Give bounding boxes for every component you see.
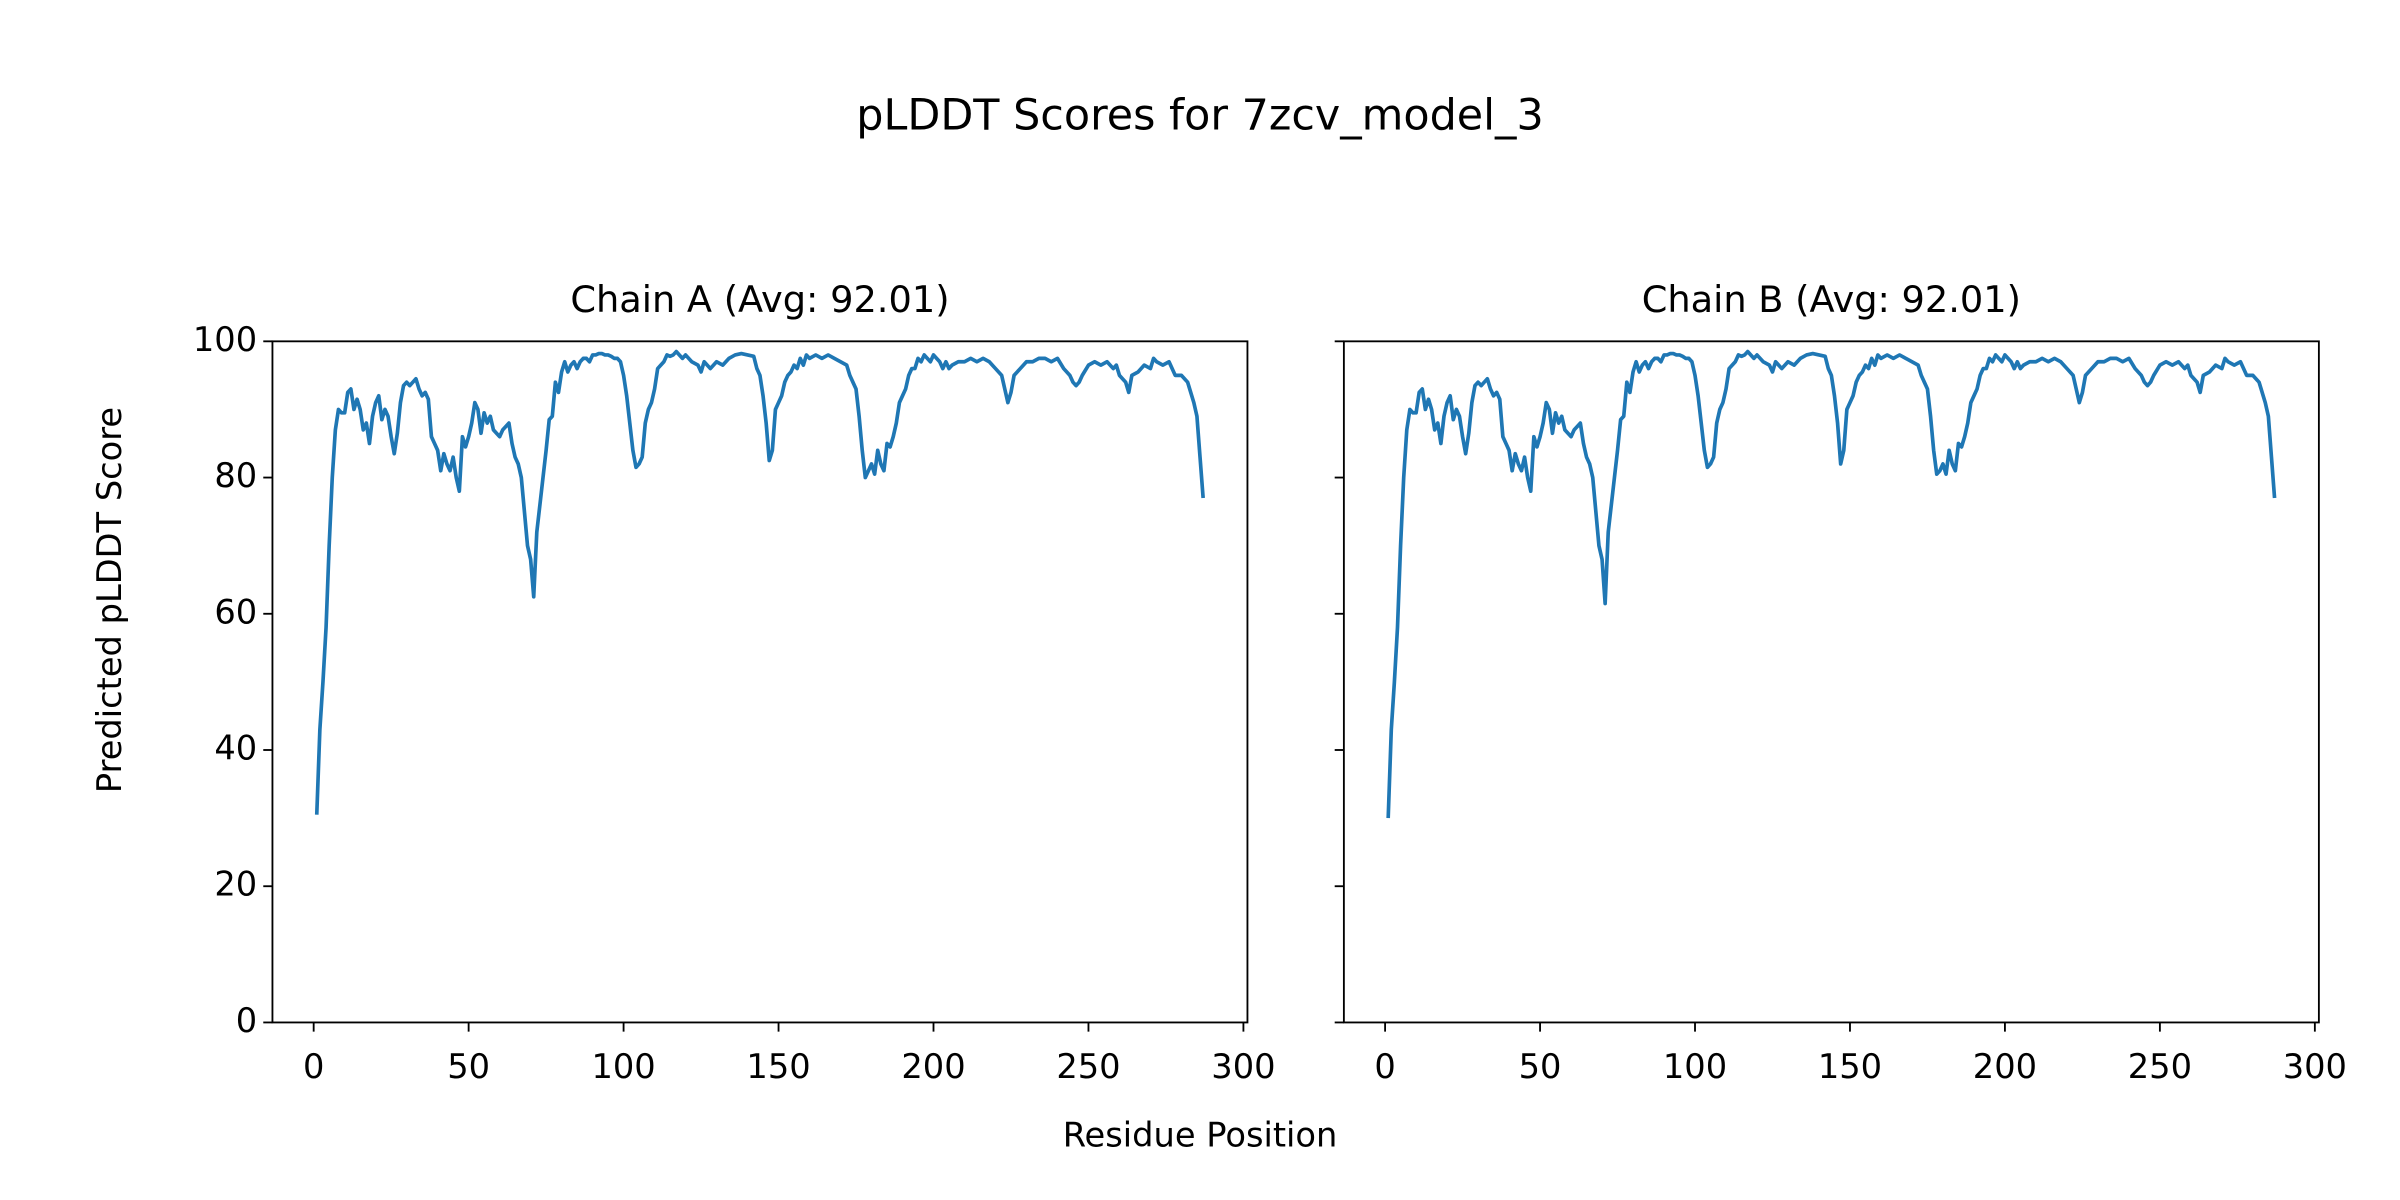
y-axis-label: Predicted pLDDT Score (90, 407, 129, 793)
x-tick-label: 250 (2128, 1047, 2192, 1086)
axes-frame (1342, 340, 2320, 1024)
data-line (314, 349, 1205, 815)
x-tick-label: 0 (303, 1047, 324, 1086)
x-tick-label: 300 (2283, 1047, 2347, 1086)
figure-title: pLDDT Scores for 7zcv_model_3 (856, 90, 1543, 140)
x-tick-label: 150 (1818, 1047, 1882, 1086)
x-tick-label: 100 (591, 1047, 655, 1086)
y-tick-label: 20 (214, 865, 257, 904)
subplot-title: Chain B (Avg: 92.01) (1642, 278, 2021, 321)
x-tick-label: 200 (1973, 1047, 2037, 1086)
x-tick-label: 100 (1663, 1047, 1727, 1086)
axes-frame (271, 340, 1249, 1024)
x-tick-label: 200 (901, 1047, 965, 1086)
x-tick-label: 50 (1519, 1047, 1562, 1086)
x-axis-label: Residue Position (1063, 1116, 1338, 1155)
x-tick-label: 0 (1374, 1047, 1395, 1086)
y-tick-label: 100 (193, 320, 257, 359)
y-tick-label: 40 (214, 729, 257, 768)
y-tick-label: 80 (214, 456, 257, 495)
x-tick-label: 300 (1211, 1047, 1275, 1086)
y-tick-label: 0 (236, 1001, 257, 1040)
x-tick-label: 250 (1056, 1047, 1120, 1086)
data-line (1386, 349, 2277, 819)
x-tick-label: 50 (447, 1047, 490, 1086)
subplot-title: Chain A (Avg: 92.01) (570, 278, 949, 321)
x-tick-label: 150 (746, 1047, 810, 1086)
y-tick-label: 60 (214, 592, 257, 631)
